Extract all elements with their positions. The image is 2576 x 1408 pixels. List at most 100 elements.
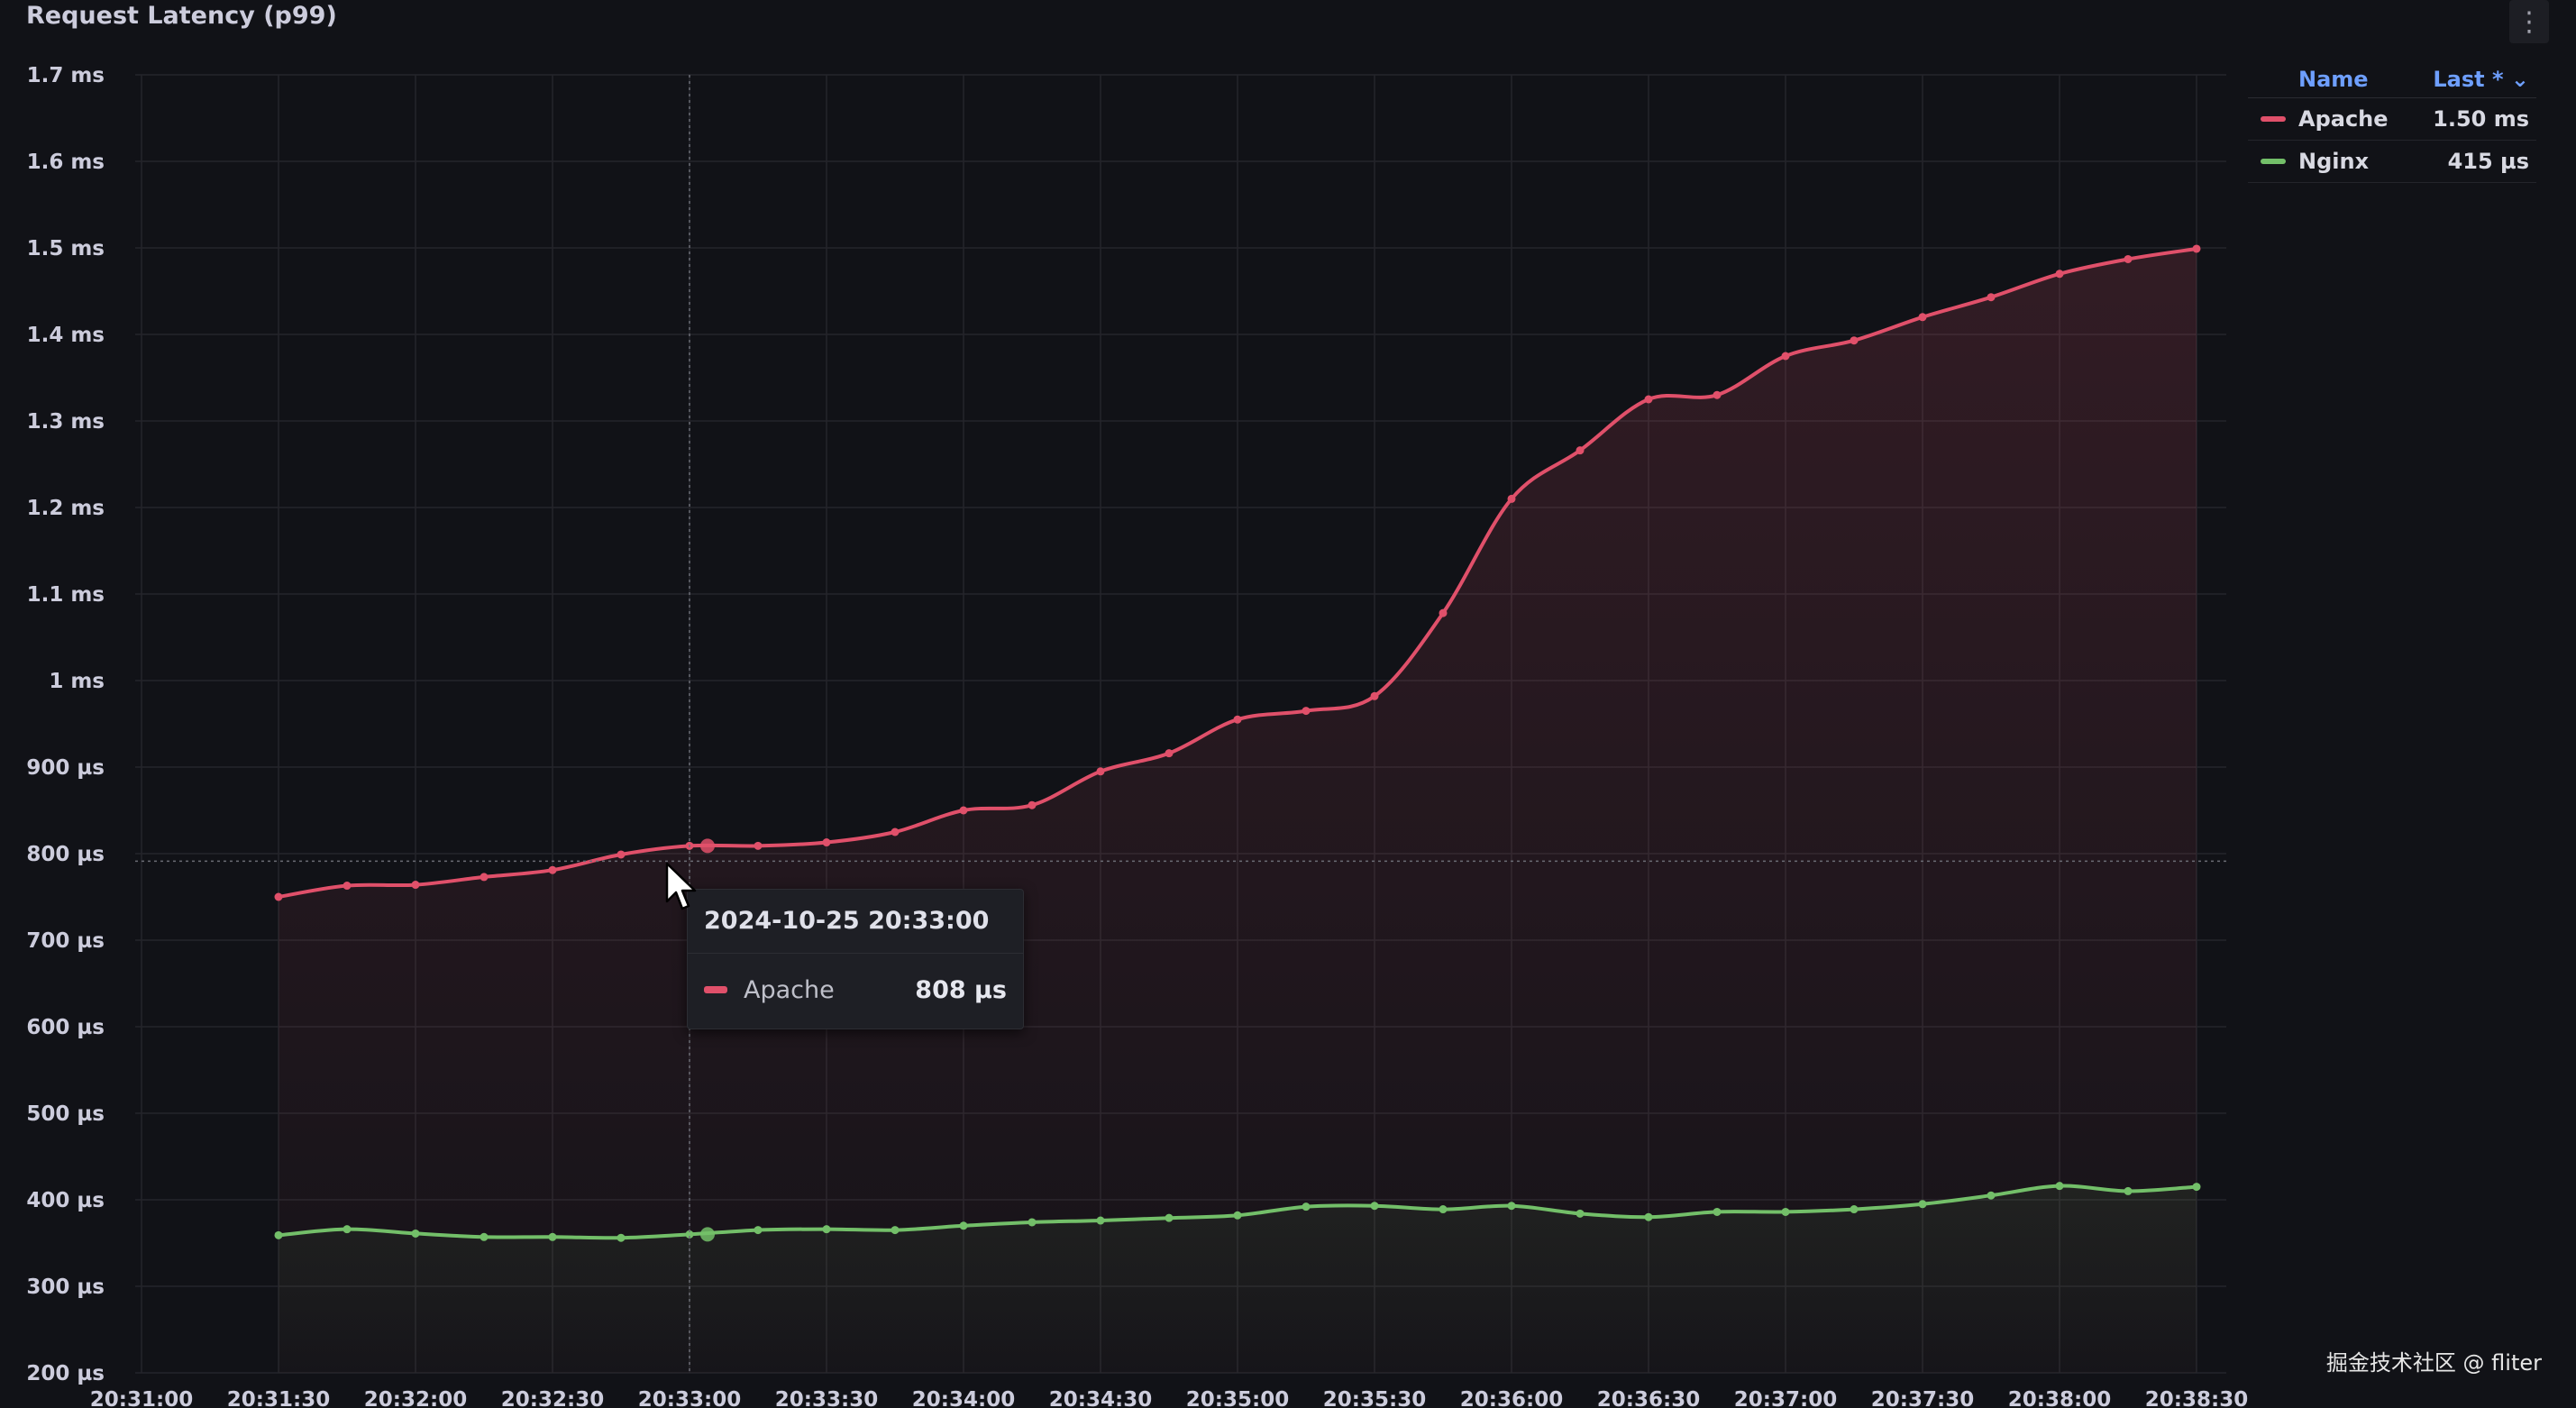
data-point-apache bbox=[1028, 800, 1037, 809]
data-point-nginx bbox=[1850, 1205, 1859, 1214]
data-point-nginx bbox=[1096, 1216, 1105, 1225]
data-point-apache bbox=[1644, 395, 1653, 404]
data-point-apache bbox=[617, 850, 626, 859]
data-point-apache bbox=[480, 873, 489, 882]
data-point-apache bbox=[2124, 254, 2133, 263]
legend-header-name[interactable]: Name bbox=[2298, 67, 2369, 92]
data-point-nginx bbox=[1370, 1202, 1379, 1211]
y-tick-label: 900 µs bbox=[26, 756, 105, 780]
tooltip-series-value: 808 µs bbox=[915, 975, 1007, 1004]
legend-item-apache[interactable]: Apache 1.50 ms bbox=[2248, 98, 2536, 141]
data-point-nginx bbox=[1233, 1211, 1242, 1220]
y-tick-label: 1.5 ms bbox=[27, 237, 105, 261]
x-tick-label: 20:35:00 bbox=[1186, 1388, 1289, 1408]
x-tick-label: 20:33:30 bbox=[775, 1388, 878, 1408]
y-tick-label: 500 µs bbox=[26, 1102, 105, 1126]
data-point-apache bbox=[1370, 691, 1379, 700]
hover-point-nginx bbox=[700, 1227, 715, 1242]
y-tick-label: 1.3 ms bbox=[27, 410, 105, 434]
data-point-nginx bbox=[343, 1225, 352, 1234]
y-tick-label: 1.4 ms bbox=[27, 324, 105, 347]
y-tick-label: 200 µs bbox=[26, 1362, 105, 1385]
data-point-nginx bbox=[1507, 1202, 1516, 1211]
x-tick-label: 20:36:30 bbox=[1597, 1388, 1700, 1408]
data-point-apache bbox=[1987, 293, 1996, 302]
y-tick-label: 800 µs bbox=[26, 843, 105, 866]
tooltip-timestamp: 2024-10-25 20:33:00 bbox=[688, 890, 1023, 954]
x-axis: 20:31:00 20:31:30 20:32:00 20:32:30 20:33:00… bbox=[90, 1388, 2248, 1408]
data-point-apache bbox=[2192, 244, 2201, 253]
x-tick-label: 20:32:00 bbox=[364, 1388, 467, 1408]
legend-header-last-sort[interactable]: Last * ⌄ bbox=[2433, 67, 2529, 92]
y-axis: 200 µs 300 µs 400 µs 500 µs 600 µs 700 µs 800 … bbox=[26, 64, 105, 1385]
series-layer bbox=[274, 244, 2201, 1373]
data-point-apache bbox=[1096, 767, 1105, 776]
data-point-apache bbox=[1507, 494, 1516, 503]
data-point-apache bbox=[1302, 707, 1311, 716]
data-point-apache bbox=[822, 838, 831, 847]
data-point-apache bbox=[411, 881, 420, 890]
y-tick-label: 1.6 ms bbox=[27, 151, 105, 174]
data-point-apache bbox=[548, 865, 557, 874]
x-tick-label: 20:31:30 bbox=[227, 1388, 330, 1408]
hover-tooltip: 2024-10-25 20:33:00 Apache 808 µs bbox=[687, 889, 1024, 1029]
y-tick-label: 1.7 ms bbox=[27, 64, 105, 87]
legend-item-last: 415 µs bbox=[2447, 149, 2529, 174]
data-point-nginx bbox=[411, 1229, 420, 1238]
data-point-apache bbox=[754, 841, 763, 850]
series-area-apache bbox=[279, 249, 2197, 1373]
legend-item-nginx[interactable]: Nginx 415 µs bbox=[2248, 141, 2536, 183]
data-point-apache bbox=[2055, 270, 2064, 279]
data-point-apache bbox=[1576, 446, 1585, 455]
data-point-apache bbox=[274, 892, 283, 901]
x-tick-label: 20:32:30 bbox=[501, 1388, 604, 1408]
data-point-apache bbox=[959, 806, 968, 815]
data-point-nginx bbox=[1439, 1205, 1448, 1214]
kebab-menu-icon[interactable]: ⋮ bbox=[2509, 0, 2549, 43]
data-point-apache bbox=[343, 882, 352, 891]
legend-item-name: Apache bbox=[2298, 106, 2389, 132]
data-point-nginx bbox=[1644, 1212, 1653, 1221]
tooltip-series-row: Apache 808 µs bbox=[688, 954, 1023, 1026]
data-point-apache bbox=[1781, 352, 1790, 361]
data-point-nginx bbox=[548, 1232, 557, 1241]
watermark-text: 掘金技术社区 @ fliter bbox=[2325, 1350, 2542, 1376]
y-tick-label: 700 µs bbox=[26, 929, 105, 953]
x-tick-label: 20:31:00 bbox=[90, 1388, 193, 1408]
data-point-nginx bbox=[959, 1221, 968, 1230]
x-tick-label: 20:34:00 bbox=[912, 1388, 1015, 1408]
data-point-nginx bbox=[1713, 1207, 1722, 1216]
data-point-nginx bbox=[2192, 1183, 2201, 1192]
y-tick-label: 300 µs bbox=[26, 1275, 105, 1299]
data-point-nginx bbox=[480, 1232, 489, 1241]
data-point-nginx bbox=[2055, 1182, 2064, 1191]
x-tick-label: 20:33:00 bbox=[638, 1388, 741, 1408]
x-tick-label: 20:38:30 bbox=[2145, 1388, 2248, 1408]
y-tick-label: 400 µs bbox=[26, 1189, 105, 1212]
y-tick-label: 600 µs bbox=[26, 1016, 105, 1039]
data-point-nginx bbox=[1781, 1207, 1790, 1216]
tooltip-series-name: Apache bbox=[744, 975, 835, 1004]
x-tick-label: 20:38:00 bbox=[2008, 1388, 2111, 1408]
data-point-nginx bbox=[617, 1233, 626, 1242]
x-tick-label: 20:37:00 bbox=[1734, 1388, 1837, 1408]
data-point-apache bbox=[891, 827, 900, 837]
y-tick-label: 1 ms bbox=[49, 670, 105, 693]
data-point-nginx bbox=[685, 1230, 694, 1239]
data-point-nginx bbox=[1987, 1191, 1996, 1200]
data-point-nginx bbox=[2124, 1186, 2133, 1195]
mouse-pointer-icon bbox=[665, 862, 697, 910]
legend-table: Name Last * ⌄ Apache 1.50 ms Nginx 415 µ… bbox=[2248, 61, 2536, 183]
data-point-nginx bbox=[1576, 1209, 1585, 1218]
data-point-nginx bbox=[1918, 1200, 1927, 1209]
x-tick-label: 20:36:00 bbox=[1460, 1388, 1563, 1408]
x-tick-label: 20:35:30 bbox=[1323, 1388, 1426, 1408]
y-tick-label: 1.2 ms bbox=[27, 497, 105, 520]
tooltip-swatch bbox=[704, 986, 727, 993]
legend-header: Name Last * ⌄ bbox=[2248, 61, 2536, 98]
legend-swatch-apache bbox=[2261, 116, 2286, 122]
legend-item-last: 1.50 ms bbox=[2433, 106, 2529, 132]
hover-crosshair bbox=[135, 75, 2226, 1373]
